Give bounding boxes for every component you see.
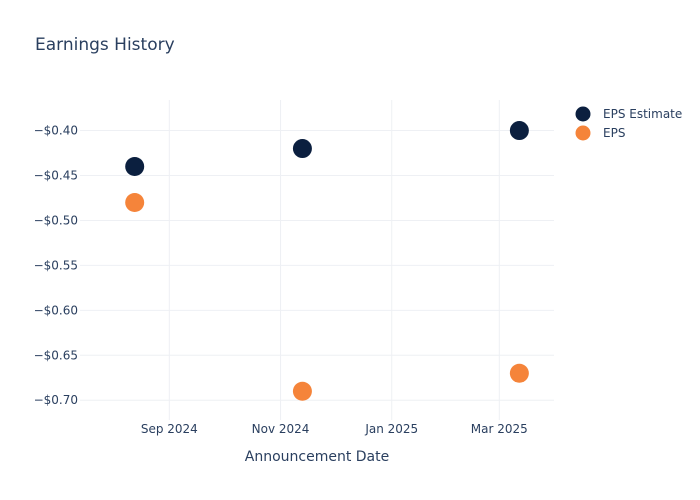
chart-title: Earnings History	[35, 35, 175, 55]
x-tick-label: Sep 2024	[141, 422, 198, 436]
y-tick-label: −$0.60	[34, 303, 78, 317]
legend-marker	[575, 125, 591, 141]
x-axis-ticks: Sep 2024 Nov 2024 Jan 2025 Mar 2025	[141, 422, 528, 436]
x-axis-title: Announcement Date	[245, 449, 389, 465]
eps-estimate-point[interactable]	[292, 139, 312, 159]
data-points	[125, 121, 529, 401]
eps-estimate-point[interactable]	[125, 157, 145, 177]
x-tick-label: Nov 2024	[252, 422, 310, 436]
legend-item-eps[interactable]: EPS	[575, 125, 626, 141]
y-tick-label: −$0.45	[34, 169, 78, 183]
y-tick-label: −$0.70	[34, 393, 78, 407]
eps-point[interactable]	[125, 192, 145, 212]
x-tick-label: Jan 2025	[364, 422, 418, 436]
legend-item-eps-estimate[interactable]: EPS Estimate	[575, 106, 683, 122]
legend-marker	[575, 106, 591, 122]
y-tick-label: −$0.50	[34, 213, 78, 227]
y-axis-ticks: −$0.40 −$0.45 −$0.50 −$0.55 −$0.60 −$0.65 −$0.…	[34, 124, 78, 408]
y-tick-label: −$0.65	[34, 348, 78, 362]
eps-point[interactable]	[509, 363, 529, 383]
legend[interactable]: EPS Estimate EPS	[575, 106, 683, 141]
y-tick-label: −$0.55	[34, 258, 78, 272]
x-tick-label: Mar 2025	[471, 422, 528, 436]
eps-estimate-point[interactable]	[509, 121, 529, 141]
legend-label: EPS Estimate	[603, 107, 682, 121]
grid-layer	[80, 100, 554, 420]
y-tick-label: −$0.40	[34, 124, 78, 138]
legend-label: EPS	[603, 126, 625, 140]
eps-point[interactable]	[292, 381, 312, 401]
